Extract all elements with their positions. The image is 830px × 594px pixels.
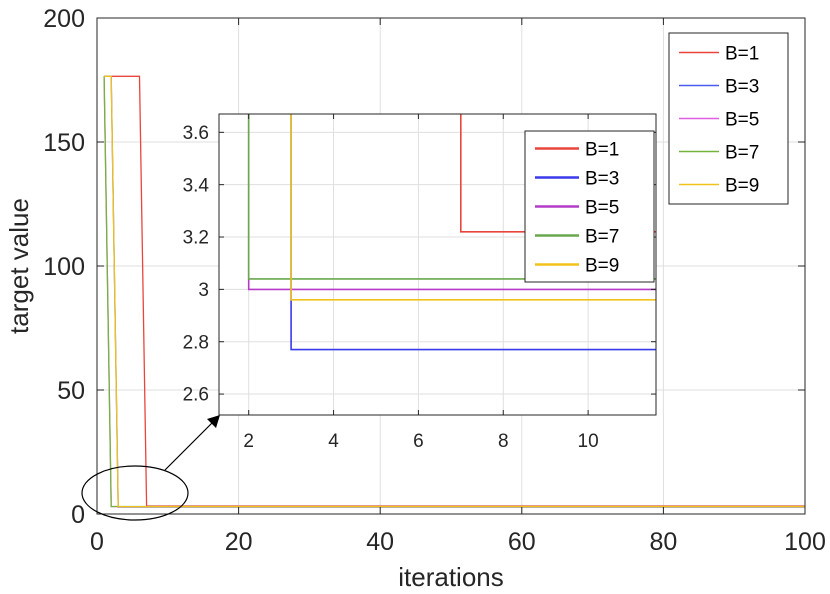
x-tick-label: 80 [649, 528, 677, 556]
zoom-arrow-head [207, 415, 220, 428]
inset-plot: 2 4 6 8 10 2.6 2.8 3 3.2 3.4 3.6 B=1 B=3 B=5 B=7 B=9 [183, 113, 657, 452]
y-tick-label: 150 [43, 129, 85, 157]
legend-label: B=7 [725, 142, 759, 163]
series-lines [103, 75, 805, 508]
y-tick-label: 200 [43, 5, 85, 33]
y-tick-label: 3.6 [183, 123, 209, 144]
legend-label: B=3 [725, 76, 759, 97]
legend-label: B=9 [725, 175, 759, 196]
x-tick-label: 6 [413, 431, 424, 452]
legend-label: B=9 [585, 255, 619, 276]
legend-label: B=7 [585, 226, 619, 247]
zoom-arrow [164, 421, 214, 471]
y-tick-label: 2.6 [183, 385, 209, 406]
x-tick-label: 40 [366, 528, 394, 556]
x-tick-label: 60 [508, 528, 536, 556]
y-tick-label: 3 [198, 280, 209, 301]
y-tick-label: 0 [71, 501, 85, 529]
x-tick-label: 4 [328, 431, 339, 452]
y-axis-title: target value [4, 198, 34, 334]
y-tick-label: 2.8 [183, 332, 209, 353]
y-tick-label: 3.4 [183, 175, 210, 196]
legend: B=1 B=3 B=5 B=7 B=9 [524, 130, 655, 283]
zoom-ellipse [81, 465, 189, 521]
legend-label: B=1 [585, 139, 619, 160]
series-line-5 [104, 75, 805, 508]
series-lines [247, 114, 656, 351]
series-line-4 [247, 114, 656, 280]
x-tick-label: 10 [578, 431, 599, 452]
x-tick-label: 100 [784, 528, 826, 556]
y-tick-label: 100 [43, 253, 85, 281]
x-tick-label: 2 [243, 431, 254, 452]
zoom-annotation [81, 415, 220, 521]
legend: B=1 B=3 B=5 B=7 B=9 [668, 32, 789, 205]
series-line-5 [290, 114, 656, 301]
x-tick-label: 0 [90, 528, 104, 556]
x-axis-title: iterations [398, 562, 504, 592]
y-tick-label: 3.2 [183, 228, 209, 249]
plot-frame [218, 113, 657, 416]
legend-label: B=5 [585, 197, 619, 218]
legend-label: B=5 [725, 109, 759, 130]
y-tick-label: 50 [57, 377, 85, 405]
x-tick-label: 8 [498, 431, 509, 452]
legend-label: B=1 [725, 43, 759, 64]
x-tick-label: 20 [225, 528, 253, 556]
legend-label: B=3 [585, 168, 619, 189]
